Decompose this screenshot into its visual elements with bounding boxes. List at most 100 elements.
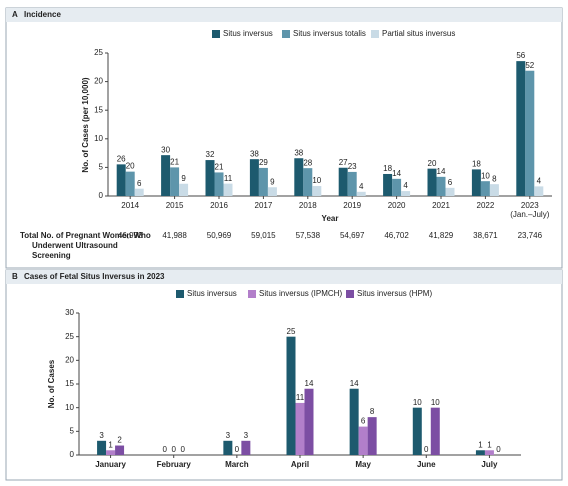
y-tick-label: 20 xyxy=(94,77,103,86)
panel-title: Incidence xyxy=(24,10,61,19)
table-value: 38,671 xyxy=(473,231,498,240)
bar-label: 38 xyxy=(294,148,303,157)
bar-label: 6 xyxy=(448,178,453,187)
legend-swatch xyxy=(176,290,184,298)
bar xyxy=(241,440,251,455)
bar xyxy=(349,388,359,455)
x-tick-label: 2021 xyxy=(432,201,450,210)
bar xyxy=(267,187,277,196)
bar xyxy=(223,440,233,455)
panel-letter: B xyxy=(12,272,18,281)
y-tick-label: 5 xyxy=(70,426,75,435)
y-tick-label: 30 xyxy=(65,308,74,317)
bar xyxy=(295,402,305,455)
bar-label: 4 xyxy=(537,176,542,185)
x-tick-label: May xyxy=(355,460,371,469)
x-tick-label: 2016 xyxy=(210,201,228,210)
y-tick-label: 15 xyxy=(94,105,103,114)
y-tick-label: 20 xyxy=(65,355,74,364)
bar xyxy=(430,407,440,455)
bar xyxy=(436,176,446,196)
bar xyxy=(338,167,348,196)
x-tick-label: 2019 xyxy=(343,201,361,210)
bar xyxy=(258,167,268,196)
bar-label: 10 xyxy=(431,398,440,407)
bar xyxy=(445,187,455,196)
bar-label: 18 xyxy=(383,164,392,173)
bar-label: 23 xyxy=(348,162,357,171)
x-tick-label: February xyxy=(157,460,192,469)
bar xyxy=(367,417,377,455)
bar-label: 3 xyxy=(244,431,249,440)
legend-swatch xyxy=(212,30,220,38)
bar-label: 0 xyxy=(235,445,240,454)
x-axis-label: Year xyxy=(322,214,339,223)
table-value: 59,015 xyxy=(251,231,276,240)
bar xyxy=(116,164,126,196)
y-tick-label: 25 xyxy=(65,332,74,341)
bar-label: 0 xyxy=(180,445,185,454)
legend-label: Partial situs inversus xyxy=(382,29,455,38)
y-axis-label: No. of Cases xyxy=(47,359,56,408)
bar xyxy=(525,70,535,196)
bar-label: 4 xyxy=(359,182,364,191)
bar xyxy=(534,186,544,196)
legend-swatch xyxy=(371,30,379,38)
table-value: 23,746 xyxy=(518,231,543,240)
y-tick-label: 15 xyxy=(65,379,74,388)
bar-label: 2 xyxy=(117,436,122,445)
x-tick-label: 2017 xyxy=(255,201,273,210)
bar-label: 11 xyxy=(224,174,233,183)
bar-label: 26 xyxy=(117,154,126,163)
x-tick-label: July xyxy=(481,460,498,469)
table-value: 41,829 xyxy=(429,231,454,240)
y-tick-label: 10 xyxy=(94,134,103,143)
panel-b-header xyxy=(6,270,562,284)
bar-label: 9 xyxy=(270,177,275,186)
y-tick-label: 0 xyxy=(99,191,104,200)
x-tick-label: 2018 xyxy=(299,201,317,210)
bar-label: 1 xyxy=(108,440,113,449)
bar-label: 20 xyxy=(126,162,135,171)
bar-label: 6 xyxy=(361,417,366,426)
bar-label: 1 xyxy=(478,440,483,449)
bar xyxy=(161,155,171,196)
legend-swatch xyxy=(346,290,354,298)
y-tick-label: 25 xyxy=(94,48,103,57)
legend-label: Situs inversus (HPM) xyxy=(357,289,432,298)
bar xyxy=(392,178,402,196)
bar xyxy=(401,191,411,196)
bar xyxy=(205,160,215,196)
bar-label: 28 xyxy=(303,158,312,167)
bar-label: 0 xyxy=(496,445,501,454)
bar-label: 4 xyxy=(403,181,408,190)
x-tick-label: 2014 xyxy=(121,201,139,210)
bar-label: 14 xyxy=(437,167,446,176)
table-value: 57,538 xyxy=(296,231,321,240)
bar xyxy=(484,450,494,455)
bar xyxy=(214,172,224,196)
bar-label: 6 xyxy=(137,179,142,188)
bar-label: 8 xyxy=(370,407,375,416)
bar xyxy=(358,426,368,455)
x-tick-label: June xyxy=(417,460,436,469)
bar-label: 30 xyxy=(161,145,170,154)
table-value: 46,993 xyxy=(118,231,143,240)
panel-letter: A xyxy=(12,10,18,19)
x-tick-label: April xyxy=(291,460,309,469)
bar xyxy=(294,158,304,196)
table-label: Total No. of Pregnant Women Who Underwen… xyxy=(20,231,151,260)
bar-label: 9 xyxy=(181,174,186,183)
table-value: 54,697 xyxy=(340,231,365,240)
table-value: 46,702 xyxy=(384,231,409,240)
bar xyxy=(383,173,393,196)
bar xyxy=(170,167,180,196)
table-value: 50,969 xyxy=(207,231,232,240)
bar xyxy=(286,336,296,455)
bar xyxy=(356,191,366,196)
bar-label: 10 xyxy=(413,398,422,407)
x-tick-label: January xyxy=(95,460,126,469)
x-tick-label: March xyxy=(225,460,249,469)
